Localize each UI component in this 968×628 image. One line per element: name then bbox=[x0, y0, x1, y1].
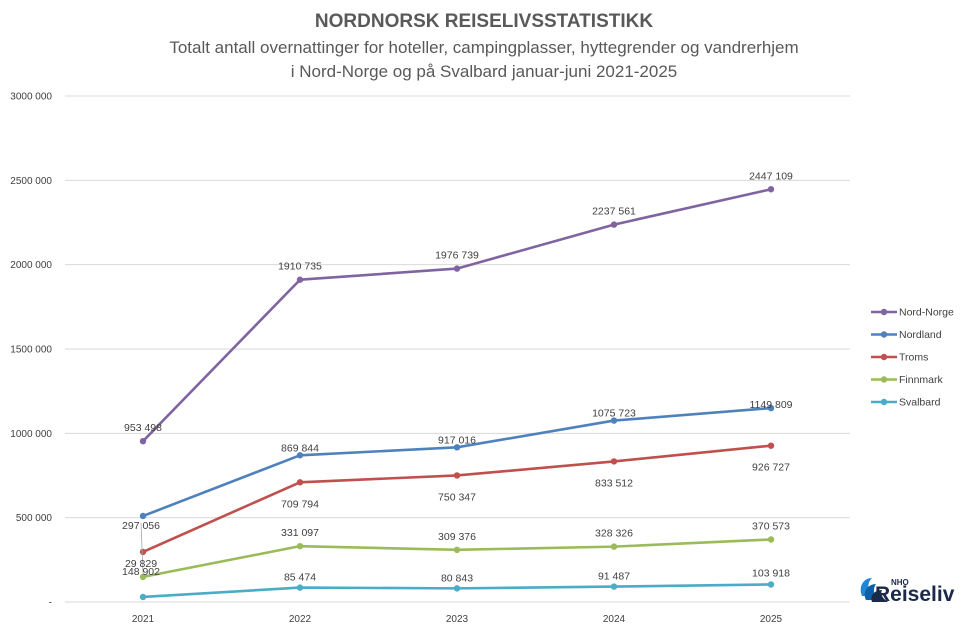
y-tick-label: 2000 000 bbox=[10, 260, 52, 271]
series-lines bbox=[139, 186, 775, 601]
data-label: 926 727 bbox=[752, 462, 790, 474]
x-tick-label: 2023 bbox=[446, 614, 469, 625]
data-point bbox=[453, 444, 461, 451]
x-tick-label: 2024 bbox=[603, 614, 626, 625]
data-label: 85 474 bbox=[284, 572, 316, 584]
legend-label: Svalbard bbox=[899, 397, 941, 409]
data-point bbox=[610, 417, 618, 424]
data-label: 2237 561 bbox=[592, 206, 636, 218]
data-label: 331 097 bbox=[281, 527, 319, 539]
data-label: 2447 109 bbox=[749, 170, 793, 182]
data-point bbox=[453, 265, 461, 272]
legend-item-troms: Troms bbox=[871, 352, 928, 364]
data-point bbox=[296, 452, 304, 459]
y-tick-label: - bbox=[49, 598, 52, 609]
data-point bbox=[610, 583, 618, 590]
legend-marker bbox=[880, 398, 888, 406]
data-point bbox=[767, 186, 775, 193]
legend-label: Nord-Norge bbox=[899, 307, 954, 319]
logo-big-text: Reiseliv bbox=[875, 583, 955, 606]
legend-label: Troms bbox=[899, 352, 928, 364]
data-point bbox=[767, 404, 775, 412]
y-tick-label: 2500 000 bbox=[10, 176, 52, 187]
data-point bbox=[610, 458, 618, 465]
data-label: 309 376 bbox=[438, 531, 476, 543]
data-point bbox=[139, 437, 147, 445]
data-point bbox=[453, 472, 461, 479]
legend-marker bbox=[880, 376, 888, 383]
data-labels: 953 498 1910 735 1976 739 2237 561 2447 109 2… bbox=[122, 170, 793, 584]
data-label: 80 843 bbox=[441, 572, 473, 584]
data-point bbox=[296, 542, 304, 550]
y-axis: - 500 000 1000 000 1500 000 2000 000 2500 000… bbox=[10, 92, 52, 609]
x-tick-label: 2022 bbox=[289, 614, 312, 625]
y-tick-label: 500 000 bbox=[16, 513, 53, 524]
logo-mark-icon bbox=[860, 578, 888, 602]
logo-small-text: NHO bbox=[891, 578, 909, 587]
data-label: 833 512 bbox=[595, 477, 633, 489]
data-label: 328 326 bbox=[595, 528, 633, 540]
data-label: 750 347 bbox=[438, 491, 476, 503]
nho-reiseliv-logo: NHO Reiseliv bbox=[860, 578, 955, 606]
legend-marker bbox=[880, 331, 888, 338]
legend-item-svalbard: Svalbard bbox=[871, 397, 941, 409]
data-label: 148 902 bbox=[122, 566, 160, 578]
data-point bbox=[296, 584, 304, 591]
data-point bbox=[767, 442, 775, 449]
data-label: 1149 809 bbox=[749, 399, 792, 411]
data-label: 103 918 bbox=[752, 567, 790, 579]
y-tick-label: 3000 000 bbox=[10, 92, 52, 103]
series-line-finnmark bbox=[142, 538, 772, 579]
data-point bbox=[453, 546, 461, 554]
data-point bbox=[767, 581, 775, 588]
legend-label: Finnmark bbox=[899, 374, 944, 386]
data-point bbox=[139, 512, 147, 520]
legend-label: Nordland bbox=[899, 329, 942, 341]
x-tick-label: 2025 bbox=[760, 614, 783, 625]
chart-title: NORDNORSK REISELIVSSTATISTIKK bbox=[315, 11, 653, 32]
data-label: 1976 739 bbox=[435, 250, 479, 262]
data-point bbox=[296, 276, 304, 283]
data-label: 29 829 bbox=[125, 558, 157, 570]
legend-item-nord-norge: Nord-Norge bbox=[871, 307, 954, 319]
data-point bbox=[139, 573, 147, 581]
data-label: 1910 735 bbox=[278, 261, 322, 273]
y-tick-label: 1500 000 bbox=[10, 345, 52, 356]
x-axis: 2021 2022 2023 2024 2025 bbox=[132, 614, 783, 625]
data-point bbox=[139, 548, 147, 556]
gridlines bbox=[65, 95, 850, 603]
series-line-nord-norge bbox=[142, 187, 772, 443]
data-point bbox=[139, 593, 147, 601]
chart-subtitle-line-2: i Nord-Norge og på Svalbard januar-juni … bbox=[291, 62, 678, 81]
x-tick-label: 2021 bbox=[132, 614, 155, 625]
data-point bbox=[610, 543, 618, 550]
data-label: 1075 723 bbox=[592, 408, 636, 420]
data-label: 91 487 bbox=[598, 571, 630, 583]
y-tick-label: 1000 000 bbox=[10, 429, 52, 440]
data-point bbox=[767, 536, 775, 543]
legend-marker bbox=[880, 353, 888, 361]
data-label: 917 016 bbox=[438, 434, 476, 446]
data-label: 709 794 bbox=[281, 498, 319, 510]
legend-item-finnmark: Finnmark bbox=[871, 374, 944, 386]
legend-item-nordland: Nordland bbox=[871, 329, 942, 341]
data-point bbox=[610, 221, 618, 228]
chart-subtitle-line-1: Totalt antall overnattinger for hoteller… bbox=[169, 38, 798, 57]
label-leader-line bbox=[140, 522, 144, 573]
data-point bbox=[296, 479, 304, 486]
data-label: 869 844 bbox=[281, 442, 319, 454]
data-point bbox=[453, 585, 461, 592]
data-label: 370 573 bbox=[752, 520, 790, 532]
legend-marker bbox=[880, 308, 888, 316]
data-label: 297 056 bbox=[122, 520, 160, 532]
data-label: 953 498 bbox=[124, 422, 162, 434]
legend: Nord-Norge Nordland Troms Finnmark Svalbard bbox=[871, 307, 954, 409]
